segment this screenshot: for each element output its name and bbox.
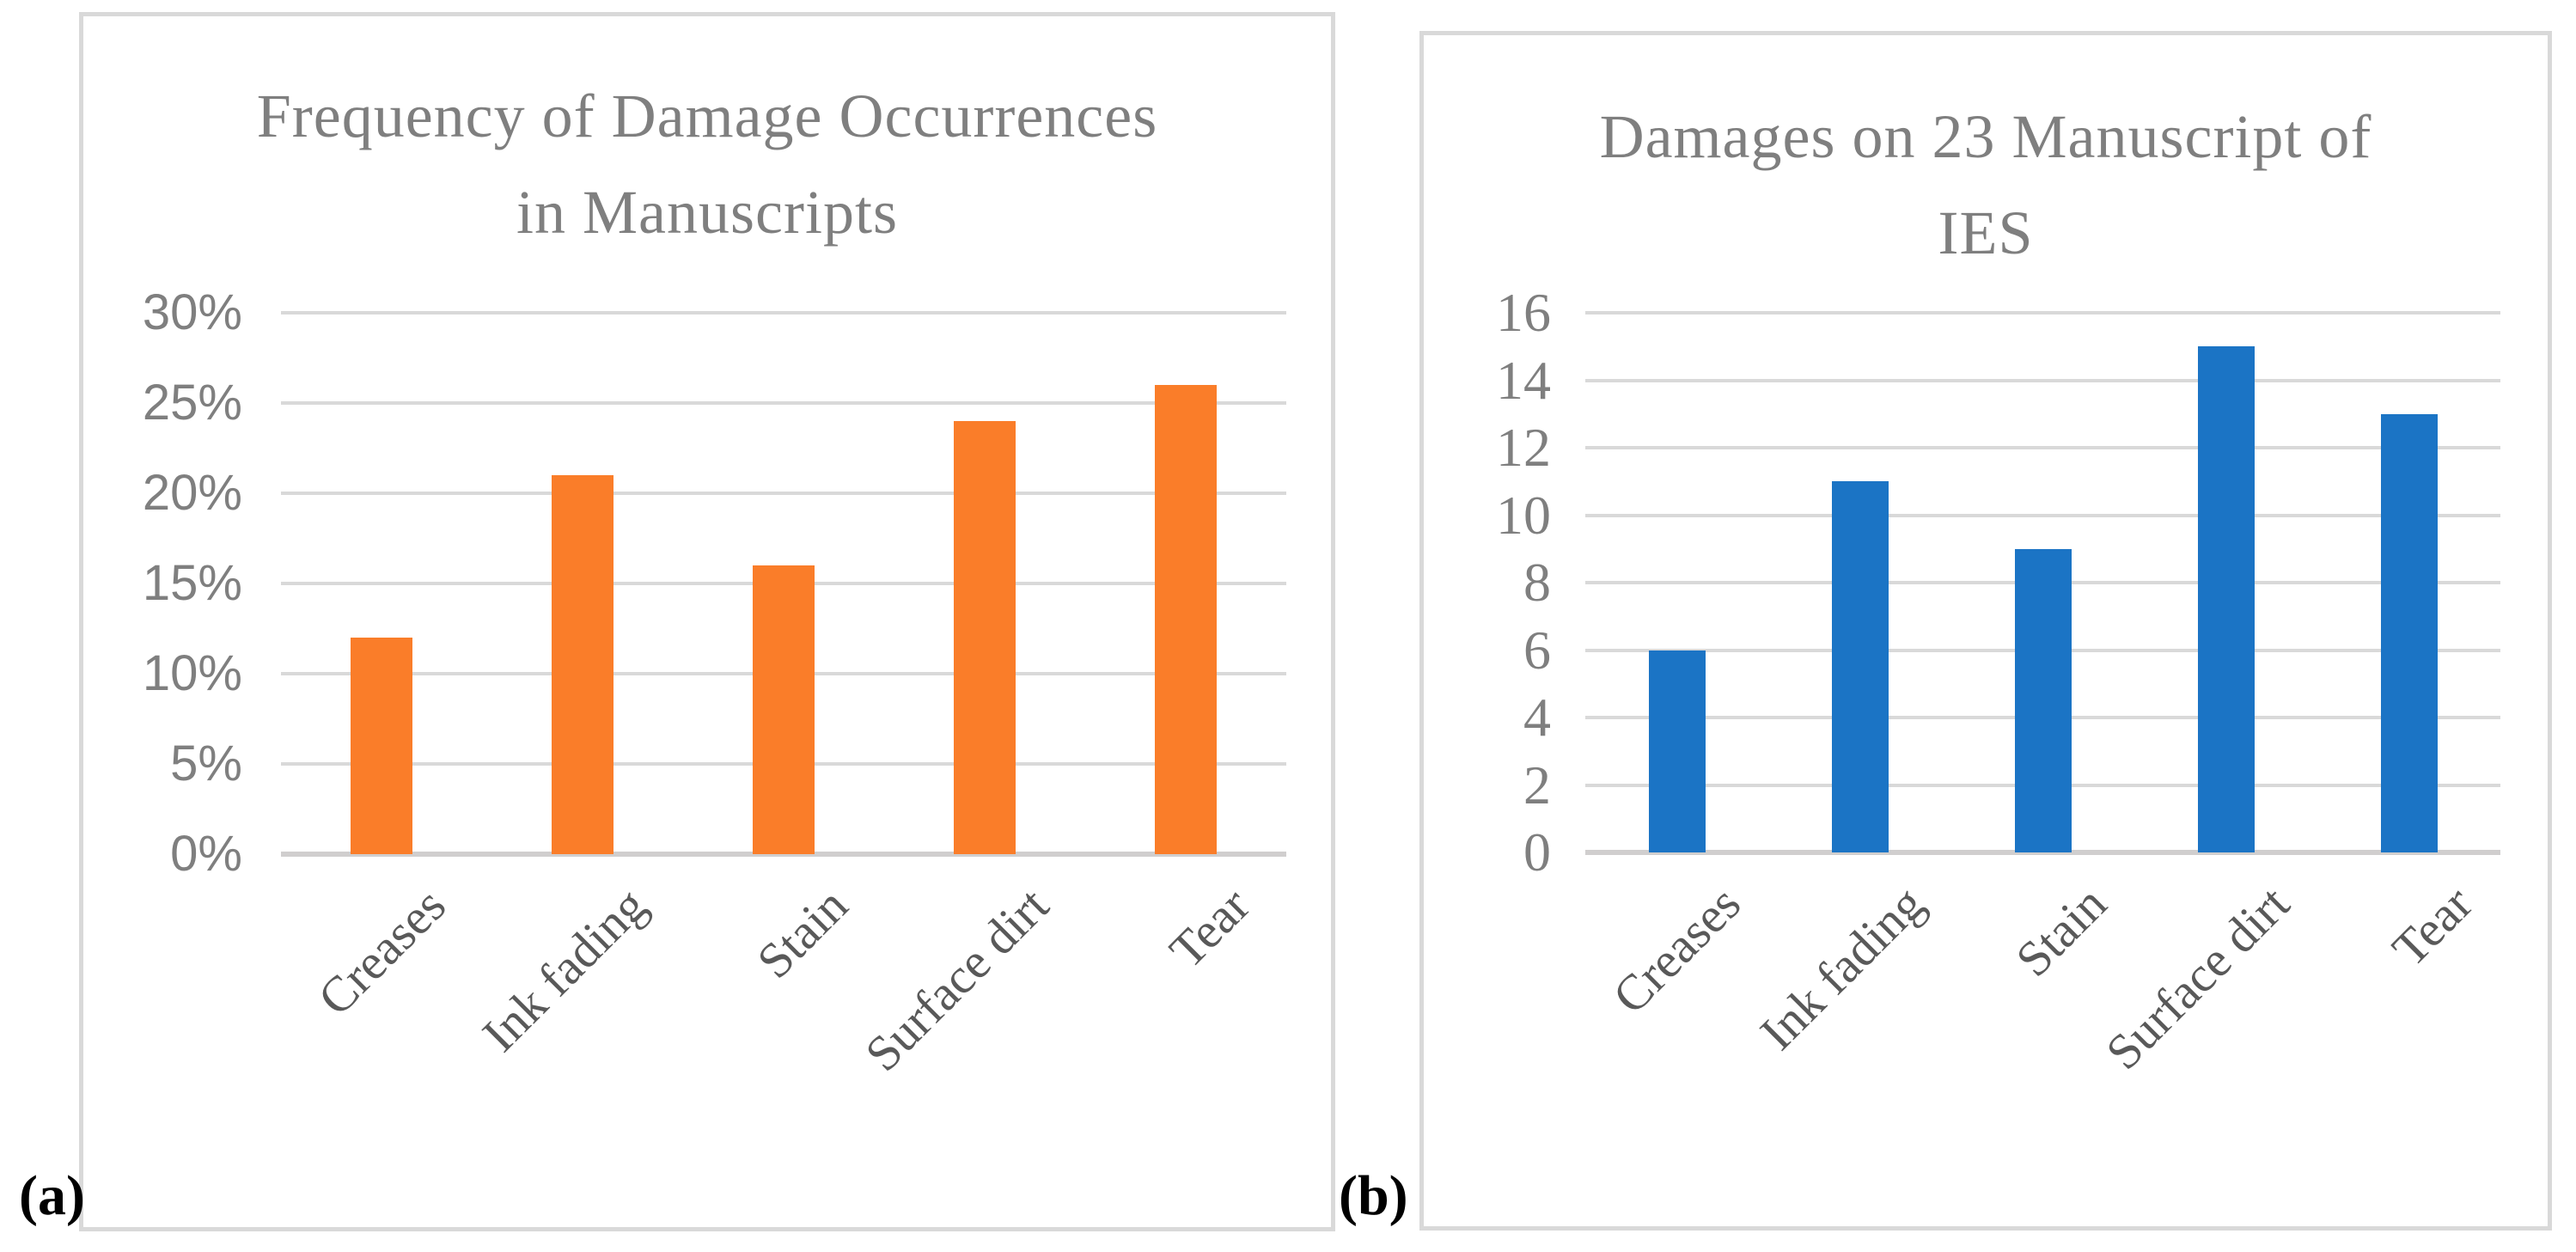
bar-stain [2014, 548, 2072, 852]
y-tick-label: 0 [1523, 821, 1551, 883]
x-axis-baseline [281, 852, 1286, 857]
bar-creases [1648, 650, 1706, 852]
y-tick-label: 5% [170, 736, 242, 791]
chart-a-title-line2: in Manuscripts [516, 178, 898, 247]
y-tick-label: 20% [142, 465, 242, 521]
x-category-label: Ink fading [1749, 875, 1935, 1061]
chart-b-title: Damages on 23 Manuscript of IES [1424, 89, 2548, 281]
chart-a-plot: 0% 5% 10% 15% 20% 25% 30% Creases Ink fading Stai… [83, 16, 1331, 1227]
x-category-label: Stain [2005, 875, 2118, 987]
bar-surface-dirt [2197, 346, 2255, 852]
chart-panel-b: Damages on 23 Manuscript of IES 0 2 4 6 8 10 1… [1419, 31, 2552, 1231]
chart-panel-a: Frequency of Damage Occurrences in Manus… [79, 12, 1335, 1231]
bar-tear [2380, 413, 2438, 852]
gridline [1585, 311, 2500, 315]
y-tick-label: 14 [1496, 349, 1551, 411]
bar-surface-dirt [954, 421, 1016, 854]
y-tick-label: 25% [142, 375, 242, 431]
bar-stain [753, 565, 815, 854]
chart-a-title: Frequency of Damage Occurrences in Manus… [83, 68, 1331, 260]
gridline [281, 492, 1286, 495]
y-tick-label: 16 [1496, 282, 1551, 343]
chart-b-plot: 0 2 4 6 8 10 12 14 16 Creases Ink fading Stain Surfa… [1424, 35, 2548, 1226]
chart-b-title-line2: IES [1938, 198, 2034, 267]
bar-ink-fading [552, 475, 613, 854]
x-axis-baseline [1585, 850, 2500, 855]
chart-panel-a-content: Frequency of Damage Occurrences in Manus… [83, 16, 1331, 1227]
x-category-label: Surface dirt [854, 876, 1059, 1083]
y-tick-label: 10% [142, 645, 242, 701]
chart-a-title-line1: Frequency of Damage Occurrences [256, 82, 1158, 150]
gridline [1585, 378, 2500, 382]
gridline [281, 401, 1286, 405]
bar-creases [351, 638, 412, 854]
y-tick-label: 15% [142, 555, 242, 611]
gridline [281, 311, 1286, 315]
y-tick-label: 8 [1523, 552, 1551, 613]
bar-tear [1155, 385, 1217, 854]
chart-panel-b-content: Damages on 23 Manuscript of IES 0 2 4 6 8 10 1… [1424, 35, 2548, 1226]
y-tick-label: 10 [1496, 484, 1551, 546]
chart-b-title-line1: Damages on 23 Manuscript of [1599, 102, 2372, 171]
x-category-label: Tear [2381, 875, 2484, 977]
x-category-label: Stain [746, 876, 858, 989]
y-tick-label: 4 [1523, 687, 1551, 748]
x-category-label: Creases [307, 876, 456, 1027]
y-tick-label: 6 [1523, 619, 1551, 681]
panel-b-sublabel: (b) [1339, 1164, 1408, 1227]
y-tick-label: 2 [1523, 754, 1551, 815]
x-category-label: Surface dirt [2095, 875, 2301, 1081]
gridline [1585, 446, 2500, 449]
bar-ink-fading [1831, 481, 1889, 852]
x-category-label: Creases [1602, 875, 1752, 1025]
gridline [1585, 513, 2500, 517]
y-tick-label: 12 [1496, 417, 1551, 478]
y-tick-label: 0% [170, 826, 242, 882]
x-category-label: Ink fading [471, 876, 657, 1063]
x-category-label: Tear [1158, 876, 1261, 979]
y-tick-label: 30% [142, 284, 242, 340]
panel-a-sublabel: (a) [19, 1164, 85, 1227]
